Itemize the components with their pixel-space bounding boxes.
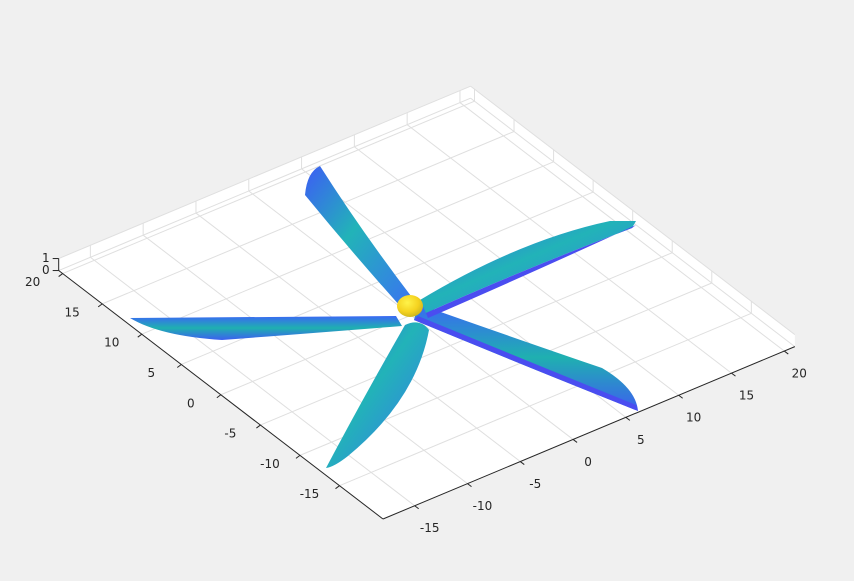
tick-mark [731,372,736,377]
y-tick-label: -15 [300,487,320,501]
grid-line [62,100,475,275]
z-tick-label: 0 [42,263,50,277]
x-axis [382,346,796,520]
x-tick-label: 10 [686,411,701,425]
tick-mark [414,505,419,510]
back-wall [58,86,471,271]
x-tick-label: -5 [529,477,541,491]
blade-edge [426,225,636,318]
grid-line [339,312,752,487]
hub [397,295,423,317]
y-tick-label: 20 [25,275,40,289]
tick-mark [216,394,222,399]
tick-mark [256,424,261,429]
y-tick-label: -5 [224,427,236,441]
x-tick-label: -10 [473,499,493,513]
x-tick-label: 0 [584,455,592,469]
y-tick-label: 0 [187,396,195,410]
tick-mark [625,416,631,421]
tick-mark [467,483,472,488]
y-axis [58,270,384,520]
blade [130,316,402,340]
z-tick-label: 1 [42,251,50,265]
blade [420,221,636,313]
tick-mark [783,350,789,355]
tick-mark [335,485,340,490]
tick-mark [176,364,182,368]
blade [305,166,414,306]
tick-mark [572,439,578,443]
tick-mark [137,333,143,338]
tick-mark [678,394,683,399]
y-tick-label: 5 [147,366,155,380]
tick-mark [58,273,63,277]
x-tick-label: -15 [420,521,440,535]
grid-line [102,131,515,305]
tick-mark [519,461,525,465]
grid-line [470,85,796,336]
tick-mark [295,454,301,459]
y-tick-label: 15 [65,305,80,319]
tick-mark [97,303,103,308]
x-tick-label: 5 [637,433,645,447]
propeller [130,166,638,468]
grid-line [58,85,471,260]
y-tick-label: 10 [104,336,119,350]
grid-line [141,161,554,335]
y-tick-label: -10 [260,457,280,471]
x-tick-label: 15 [739,389,754,403]
blade-edge [414,316,638,411]
x-tick-label: 20 [792,367,807,381]
blade [326,322,429,468]
grid-line [58,97,471,272]
